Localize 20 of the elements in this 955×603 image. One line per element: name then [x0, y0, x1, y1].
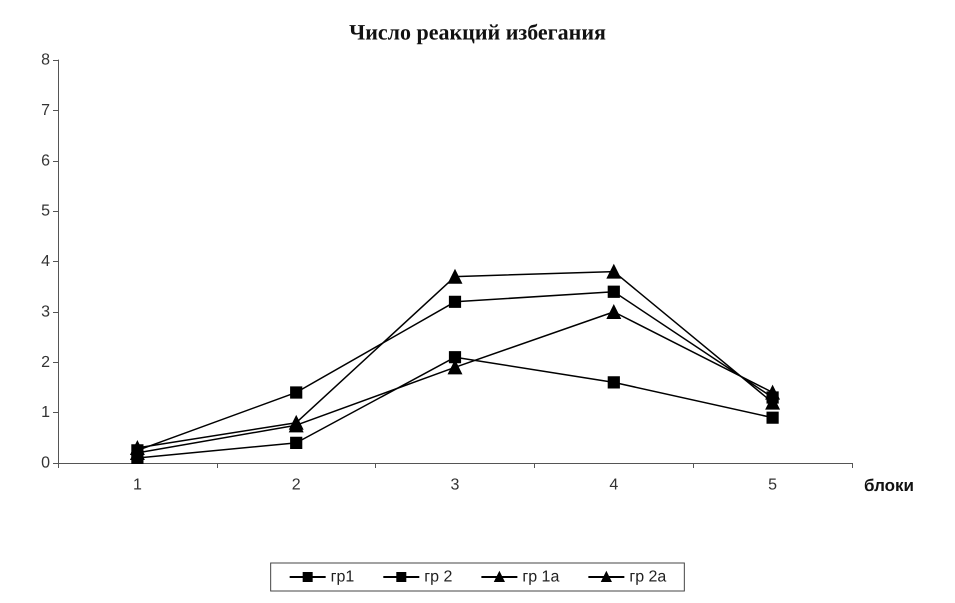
y-tick-label: 6	[41, 152, 50, 170]
legend-label: гр 2	[424, 568, 452, 586]
legend-label: гр 2а	[629, 568, 666, 586]
y-tick-label: 8	[41, 52, 50, 68]
legend-label: гр 1а	[522, 568, 560, 586]
x-axis-title: блоки	[864, 476, 914, 495]
x-tick-label: 1	[132, 476, 142, 494]
y-tick-label: 1	[41, 404, 50, 422]
legend-label: гр1	[330, 568, 354, 586]
chart-title: Число реакций избегания	[349, 20, 606, 44]
y-tick-label: 0	[41, 454, 50, 472]
x-tick-label: 4	[609, 476, 618, 494]
x-tick-label: 3	[450, 476, 460, 494]
y-tick-label: 3	[41, 303, 50, 320]
x-tick-label: 2	[292, 476, 301, 494]
y-tick-label: 7	[41, 102, 50, 119]
y-tick-label: 4	[41, 253, 50, 270]
y-tick-label: 2	[41, 354, 50, 371]
y-tick-label: 5	[41, 202, 50, 220]
x-tick-label: 5	[768, 476, 778, 494]
